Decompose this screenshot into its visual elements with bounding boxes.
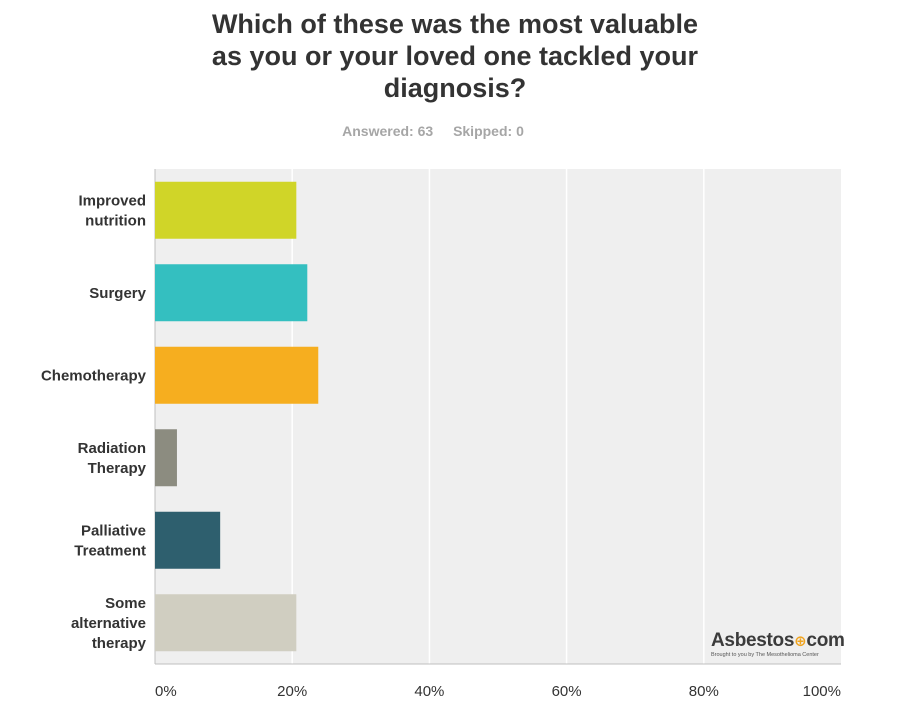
asbestos-logo: Asbestos⊕com Brought to you by The Mesot…: [711, 630, 845, 659]
category-label: alternative: [71, 615, 146, 632]
bar: [155, 511, 221, 569]
chart-title-line: as you or your loved one tackled your: [211, 41, 699, 71]
x-tick-label: 100%: [803, 683, 841, 700]
chart-title: Which of these was the most valuable as …: [160, 8, 750, 104]
bar: [155, 594, 297, 652]
logo-dot-icon: ⊕: [794, 633, 807, 650]
category-label: Treatment: [74, 542, 146, 559]
category-label: Surgery: [89, 285, 146, 302]
category-label: Palliative: [81, 522, 146, 539]
bar: [155, 346, 319, 404]
bar: [155, 181, 297, 239]
x-tick-label: 80%: [689, 683, 719, 700]
logo-suffix: com: [806, 630, 845, 651]
category-label: nutrition: [85, 212, 146, 229]
logo-name: Asbestos: [711, 630, 795, 651]
category-label: Chemotherapy: [41, 367, 147, 384]
category-label: Some: [105, 595, 146, 612]
logo-tagline: Brought to you by The Mesothelioma Cente…: [711, 652, 819, 658]
bar: [155, 264, 308, 322]
x-tick-label: 20%: [277, 683, 307, 700]
x-tick-label: 60%: [552, 683, 582, 700]
chart-title-line: Which of these was the most valuable: [211, 9, 699, 39]
answered-count: Answered: 63: [342, 123, 434, 139]
response-stats: Answered: 63 Skipped: 0: [0, 123, 866, 139]
skipped-count: Skipped: 0: [453, 123, 524, 139]
category-label: Radiation: [78, 440, 146, 457]
x-tick-label: 0%: [155, 683, 177, 700]
plot-background: [155, 169, 841, 664]
category-label: Improved: [78, 192, 146, 209]
x-tick-label: 40%: [414, 683, 444, 700]
chart-title-line: diagnosis?: [383, 73, 527, 103]
category-label: therapy: [92, 635, 147, 652]
category-label: Therapy: [88, 460, 147, 477]
bar: [155, 429, 177, 487]
logo-wordmark: Asbestos⊕com: [711, 630, 845, 652]
